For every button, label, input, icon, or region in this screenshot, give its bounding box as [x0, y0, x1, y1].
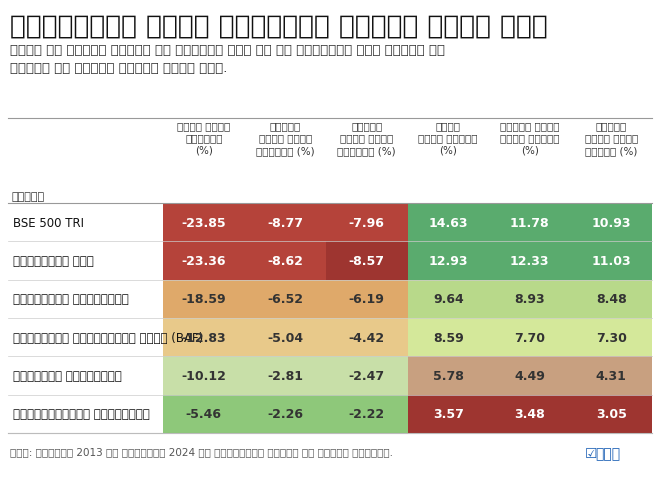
Text: -8.77: -8.77: [267, 216, 303, 229]
Text: -10.12: -10.12: [182, 369, 226, 382]
Bar: [570, 203, 652, 242]
Bar: [244, 203, 326, 242]
Text: 5.78: 5.78: [433, 369, 464, 382]
Bar: [244, 280, 326, 318]
Text: -8.62: -8.62: [267, 254, 303, 267]
Text: ☑: ☑: [585, 446, 597, 460]
Text: 4.31: 4.31: [596, 369, 627, 382]
Bar: [407, 318, 489, 357]
Bar: [489, 242, 570, 280]
Text: -8.57: -8.57: [348, 254, 385, 267]
Bar: [326, 318, 407, 357]
Text: -4.42: -4.42: [348, 331, 385, 344]
Bar: [489, 357, 570, 395]
Bar: [489, 203, 570, 242]
Bar: [326, 203, 407, 242]
Bar: [8, 357, 163, 395]
Bar: [8, 280, 163, 318]
Text: -2.81: -2.81: [267, 369, 303, 382]
Bar: [163, 357, 244, 395]
Text: -2.47: -2.47: [348, 369, 385, 382]
Text: दूसरी
सबसे बड़ी
गिरावट (%): दूसरी सबसे बड़ी गिरावट (%): [256, 121, 315, 156]
Bar: [326, 242, 407, 280]
Text: 9.64: 9.64: [433, 293, 463, 305]
Text: 11.03: 11.03: [591, 254, 631, 267]
Bar: [244, 395, 326, 433]
Text: -2.26: -2.26: [267, 407, 303, 421]
Bar: [244, 318, 326, 357]
Text: फ़लेक्सी कैप: फ़लेक्सी कैप: [13, 254, 94, 267]
Bar: [163, 280, 244, 318]
Text: BSE 500 TRI: BSE 500 TRI: [13, 216, 84, 229]
Text: 10.93: 10.93: [591, 216, 631, 229]
Text: इक्विटी सेविंग्स: इक्विटी सेविंग्स: [13, 369, 121, 382]
Text: सबसे बड़ी
गिरावट
(%): सबसे बड़ी गिरावट (%): [177, 121, 230, 156]
Text: स्कीम: स्कीम: [12, 192, 45, 202]
Text: 3.48: 3.48: [514, 407, 545, 421]
Text: -12.83: -12.83: [182, 331, 226, 344]
Text: 7.70: 7.70: [514, 331, 545, 344]
Text: 8.59: 8.59: [433, 331, 463, 344]
Text: -18.59: -18.59: [182, 293, 226, 305]
Bar: [407, 242, 489, 280]
Text: 12.93: 12.93: [428, 254, 468, 267]
Text: तीसरी
सबसे बड़ी
गिरावट (%): तीसरी सबसे बड़ी गिरावट (%): [337, 121, 396, 156]
Text: मंदी के दौरान इनमें कम गिरावट आती है और मार्केट में तेज़ी के
दौरान ये अच्छी ग्रो: मंदी के दौरान इनमें कम गिरावट आती है और …: [10, 44, 445, 75]
Bar: [489, 318, 570, 357]
Bar: [326, 395, 407, 433]
Bar: [570, 242, 652, 280]
Text: -6.52: -6.52: [267, 293, 303, 305]
Text: 4.49: 4.49: [514, 369, 545, 382]
Text: -6.19: -6.19: [349, 293, 385, 305]
Text: -23.85: -23.85: [182, 216, 226, 229]
Text: तीसरी
सबसे बड़ी
तेज़ी (%): तीसरी सबसे बड़ी तेज़ी (%): [585, 121, 638, 156]
Text: हाइब्रिड फ़ंड ज़्यादा टिकाऊ होते हैं: हाइब्रिड फ़ंड ज़्यादा टिकाऊ होते हैं: [10, 14, 548, 40]
Bar: [8, 318, 163, 357]
Bar: [570, 395, 652, 433]
Text: -23.36: -23.36: [182, 254, 226, 267]
Text: एग्रेसिव हाइब्रिड: एग्रेसिव हाइब्रिड: [13, 293, 129, 305]
Bar: [326, 357, 407, 395]
Text: 14.63: 14.63: [428, 216, 468, 229]
Bar: [244, 357, 326, 395]
Bar: [8, 203, 163, 242]
Bar: [163, 242, 244, 280]
Bar: [163, 395, 244, 433]
Bar: [407, 395, 489, 433]
Text: 12.33: 12.33: [510, 254, 550, 267]
Text: धनक: धनक: [595, 446, 620, 460]
Text: नोट: फ़रवरी 2013 से अक्टूबर 2024 तक डायरेक्ट प्लान पर मासिक रिटर्न.: नोट: फ़रवरी 2013 से अक्टूबर 2024 तक डायर…: [10, 446, 393, 456]
Bar: [163, 203, 244, 242]
Text: 11.78: 11.78: [510, 216, 550, 229]
Bar: [407, 280, 489, 318]
Text: 7.30: 7.30: [596, 331, 627, 344]
Text: बैलेंस्ड एडवांटेज़ फ़ंड (BAF): बैलेंस्ड एडवांटेज़ फ़ंड (BAF): [13, 331, 203, 344]
Bar: [570, 280, 652, 318]
Bar: [570, 318, 652, 357]
Text: सबसे
बड़ी तेज़ी
(%): सबसे बड़ी तेज़ी (%): [418, 121, 478, 156]
Bar: [244, 242, 326, 280]
Bar: [163, 318, 244, 357]
Text: -5.04: -5.04: [267, 331, 304, 344]
Text: -7.96: -7.96: [349, 216, 385, 229]
Text: कंज़र्वेटिव हाइब्रिड: कंज़र्वेटिव हाइब्रिड: [13, 407, 150, 421]
Bar: [489, 395, 570, 433]
Bar: [8, 242, 163, 280]
Bar: [489, 280, 570, 318]
Bar: [570, 357, 652, 395]
Text: -2.22: -2.22: [348, 407, 385, 421]
Text: 8.48: 8.48: [596, 293, 626, 305]
Bar: [326, 280, 407, 318]
Bar: [8, 395, 163, 433]
Text: 3.57: 3.57: [433, 407, 464, 421]
Text: 8.93: 8.93: [514, 293, 545, 305]
Text: -5.46: -5.46: [185, 407, 222, 421]
Text: 3.05: 3.05: [596, 407, 627, 421]
Bar: [407, 357, 489, 395]
Bar: [407, 203, 489, 242]
Text: दूसरी सबसे
बड़ी तेज़ी
(%): दूसरी सबसे बड़ी तेज़ी (%): [500, 121, 560, 156]
